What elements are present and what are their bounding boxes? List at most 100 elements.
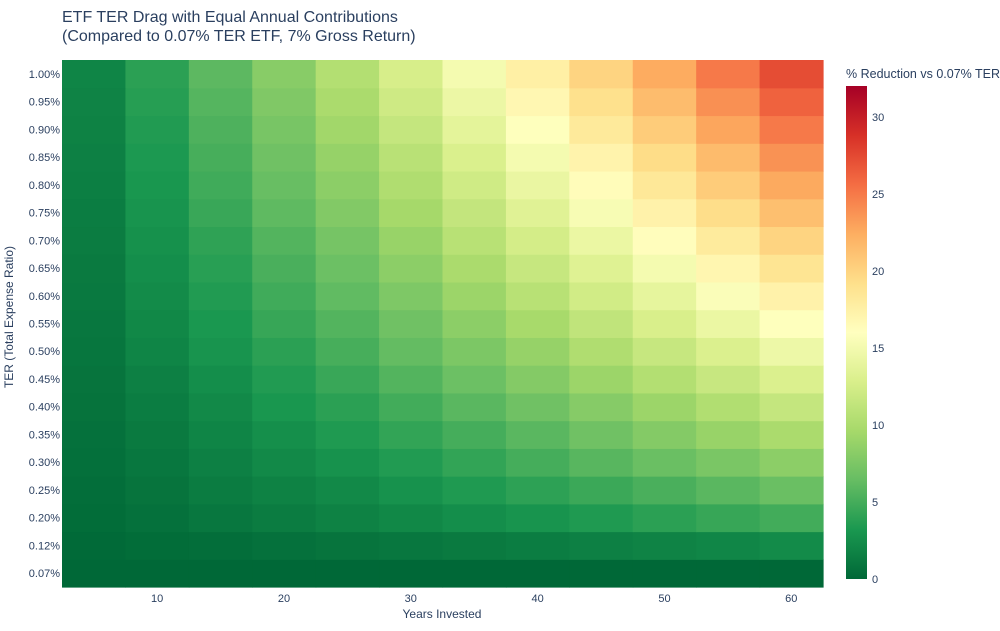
heatmap-cell — [569, 281, 634, 311]
y-axis-ticks: 0.07% 0.12% 0.20% 0.25% 0.30% 0.35% 0.40% 0.45%… — [29, 69, 60, 580]
heatmap-cell — [759, 531, 824, 560]
heatmap-cell — [379, 392, 444, 422]
heatmap-cell — [696, 254, 761, 283]
heatmap-cell — [62, 365, 127, 394]
heatmap-cell — [632, 143, 697, 172]
heatmap-cell — [696, 531, 761, 560]
heatmap-cell — [379, 60, 444, 89]
heatmap-cell — [252, 476, 317, 505]
x-tick-label: 20 — [278, 593, 290, 605]
heatmap-cell — [252, 420, 317, 449]
heatmap-cell — [632, 337, 697, 366]
colorbar-gradient — [846, 86, 867, 579]
y-axis-title: TER (Total Expense Ratio) — [2, 246, 16, 388]
heatmap-cell — [505, 392, 570, 422]
heatmap-cell — [505, 60, 570, 89]
heatmap-cell — [252, 115, 317, 144]
heatmap-cell — [569, 531, 634, 560]
heatmap-cell — [125, 476, 190, 505]
heatmap-cell — [569, 226, 634, 255]
heatmap-cell — [442, 392, 507, 422]
heatmap-cell — [252, 365, 317, 394]
heatmap-cell — [62, 392, 127, 422]
heatmap-cell — [379, 198, 444, 228]
heatmap-cell — [569, 392, 634, 422]
heatmap-cell — [62, 531, 127, 560]
heatmap-cell — [252, 531, 317, 560]
heatmap-cell — [188, 531, 253, 560]
colorbar-ticks: 0 5 10 15 20 25 30 — [872, 112, 884, 586]
heatmap-cell — [379, 170, 444, 200]
heatmap-cell — [188, 170, 253, 200]
heatmap-cell — [315, 60, 380, 89]
y-tick-label: 0.80% — [29, 180, 60, 192]
heatmap-cell — [188, 226, 253, 255]
heatmap-cell — [696, 337, 761, 366]
heatmap-cell — [696, 476, 761, 505]
x-axis-title: Years Invested — [403, 607, 482, 621]
heatmap-cell — [569, 115, 634, 144]
heatmap-cell — [379, 448, 444, 477]
heatmap-cell — [252, 559, 317, 588]
heatmap-cell — [442, 337, 507, 366]
heatmap-cell — [759, 392, 824, 422]
y-tick-label: 0.70% — [29, 235, 60, 247]
heatmap-cell — [505, 115, 570, 144]
heatmap-cell — [632, 170, 697, 200]
heatmap-cell — [188, 281, 253, 311]
heatmap-cell — [62, 143, 127, 172]
heatmap-cell — [442, 531, 507, 560]
heatmap-cell — [62, 337, 127, 366]
heatmap-cell — [188, 309, 253, 338]
heatmap-cell — [315, 87, 380, 117]
y-tick-label: 0.75% — [29, 208, 60, 220]
heatmap-cell — [252, 87, 317, 117]
heatmap-cell — [505, 309, 570, 338]
colorbar-tick-label: 20 — [872, 266, 884, 278]
heatmap-cell — [759, 309, 824, 338]
heatmap-cell — [632, 254, 697, 283]
heatmap-cell — [379, 420, 444, 449]
chart-title-line-1: ETF TER Drag with Equal Annual Contribut… — [62, 9, 398, 26]
heatmap-cell — [759, 143, 824, 172]
y-tick-label: 0.45% — [29, 374, 60, 386]
heatmap-cell — [125, 143, 190, 172]
heatmap-cell — [125, 87, 190, 117]
heatmap-cell — [569, 87, 634, 117]
heatmap-cell — [62, 281, 127, 311]
heatmap-cell — [569, 60, 634, 89]
heatmap-cell — [442, 170, 507, 200]
heatmap-cell — [569, 309, 634, 338]
heatmap-cell — [696, 448, 761, 477]
heatmap-cell — [62, 254, 127, 283]
heatmap-cell — [379, 503, 444, 533]
colorbar-tick-label: 5 — [872, 497, 878, 509]
heatmap-cell — [505, 226, 570, 255]
heatmap-cell — [442, 503, 507, 533]
y-tick-label: 0.35% — [29, 429, 60, 441]
heatmap-cell — [505, 337, 570, 366]
heatmap-cell — [632, 365, 697, 394]
heatmap-cell — [379, 309, 444, 338]
heatmap-cell — [62, 198, 127, 228]
heatmap-cell — [569, 254, 634, 283]
colorbar-tick-label: 15 — [872, 343, 884, 355]
heatmap-cell — [505, 254, 570, 283]
colorbar-title: % Reduction vs 0.07% TER — [846, 67, 1000, 81]
heatmap-cell — [505, 559, 570, 588]
heatmap-cell — [315, 170, 380, 200]
heatmap-cell — [569, 365, 634, 394]
heatmap-cell — [505, 143, 570, 172]
heatmap-cell — [696, 559, 761, 588]
heatmap-cell — [442, 254, 507, 283]
heatmap-cell — [569, 143, 634, 172]
heatmap-cell — [379, 476, 444, 505]
colorbar-tick-label: 0 — [872, 574, 878, 586]
heatmap-cell — [569, 420, 634, 449]
heatmap-cell — [442, 365, 507, 394]
heatmap-cell — [696, 60, 761, 89]
y-tick-label: 0.95% — [29, 97, 60, 109]
heatmap-cell — [759, 365, 824, 394]
heatmap-cell — [315, 559, 380, 588]
heatmap-cell — [632, 281, 697, 311]
